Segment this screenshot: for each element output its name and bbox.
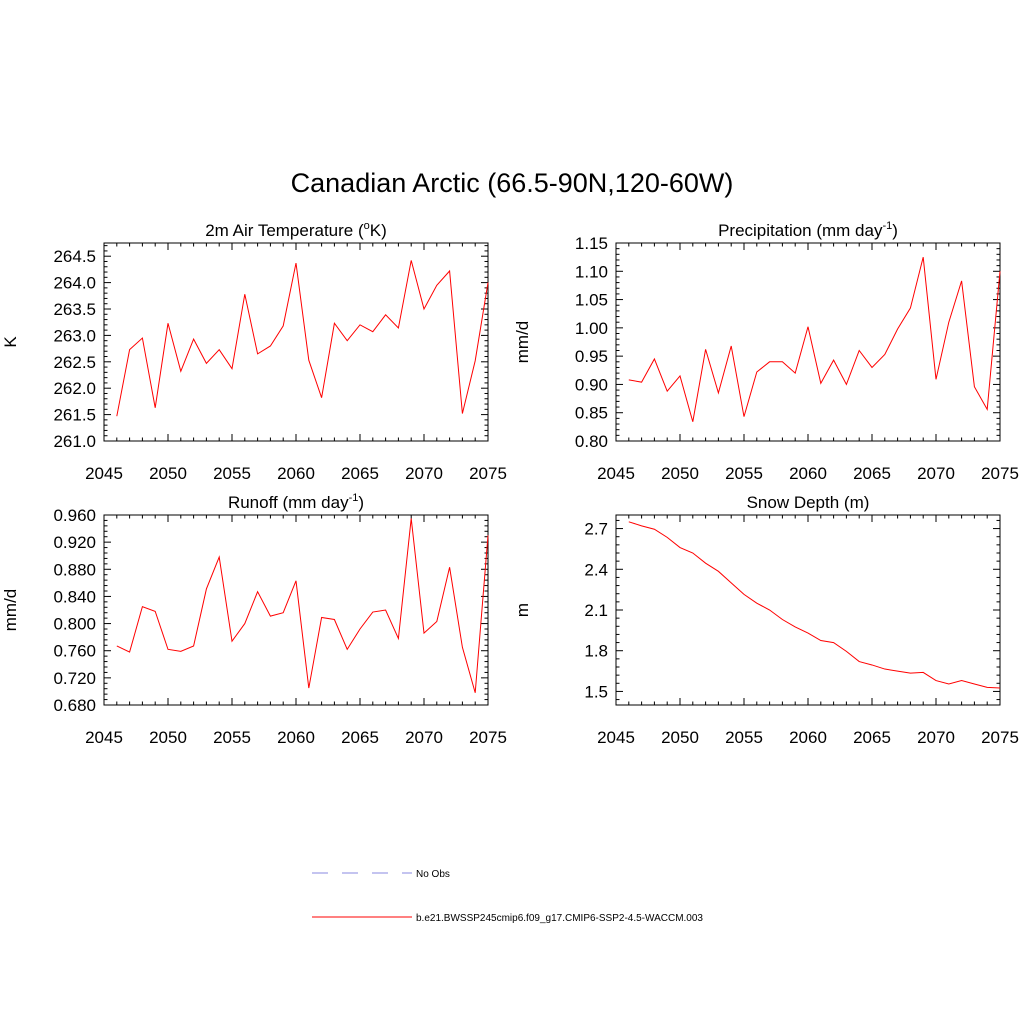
chart-panel-3: 2045 2050 2055 2060 2065 2070 2075 1.5 1.8 2.1 2.4…	[513, 493, 1019, 747]
panel-title-main: Snow Depth (m)	[747, 493, 870, 512]
chart-panel-2: 2045 2050 2055 2060 2065 2070 2075 0.680 0.720 0.…	[1, 492, 507, 747]
y-tick-label: 263.0	[53, 326, 96, 345]
x-tick-label: 2060	[789, 728, 827, 747]
y-tick-label: 262.5	[53, 353, 96, 372]
y-tick-label: 263.5	[53, 300, 96, 319]
plot-frame	[103, 242, 489, 442]
x-tick-label: 2060	[789, 464, 827, 483]
y-tick-label: 0.720	[53, 669, 96, 688]
x-tick-label: 2055	[213, 464, 251, 483]
x-tick-label: 2045	[597, 728, 635, 747]
y-tick-label: 1.10	[575, 262, 608, 281]
y-tick-label: 0.800	[53, 615, 96, 634]
y-tick-label: 1.05	[575, 291, 608, 310]
panel-title: 2m Air Temperature (oK)	[205, 220, 387, 240]
y-tick-label: 0.85	[575, 404, 608, 423]
y-tick-label: 2.1	[584, 601, 608, 620]
plot-frame	[615, 514, 1001, 706]
y-tick-label: 2.7	[584, 520, 608, 539]
y-tick-label: 0.90	[575, 375, 608, 394]
y-tick-label: 0.920	[53, 533, 96, 552]
x-tick-label: 2065	[341, 464, 379, 483]
series-line	[628, 257, 1001, 422]
chart-panel-1: 2045 2050 2055 2060 2065 2070 2075 0.80 0.85 0.90…	[513, 220, 1019, 483]
y-tick-label: 1.8	[584, 642, 608, 661]
x-tick-label: 2060	[277, 728, 315, 747]
x-tick-label: 2055	[725, 728, 763, 747]
series-line	[116, 260, 489, 417]
y-tick-label: 0.960	[53, 506, 96, 525]
x-tick-label: 2065	[341, 728, 379, 747]
x-tick-label: 2070	[405, 728, 443, 747]
x-tick-label: 2075	[469, 464, 507, 483]
y-tick-label: 0.80	[575, 432, 608, 451]
plot-frame	[103, 514, 489, 706]
y-tick-label: 0.880	[53, 560, 96, 579]
y-tick-label: 0.95	[575, 347, 608, 366]
x-tick-label: 2060	[277, 464, 315, 483]
y-axis-label: m	[513, 603, 532, 617]
y-tick-label: 264.5	[53, 247, 96, 266]
legend: No Obs b.e21.BWSSP245cmip6.f09_g17.CMIP6…	[312, 869, 703, 924]
y-tick-label: 0.840	[53, 587, 96, 606]
x-tick-label: 2045	[597, 464, 635, 483]
x-tick-label: 2050	[661, 728, 699, 747]
y-axis-label: K	[1, 336, 20, 348]
x-tick-label: 2045	[85, 464, 123, 483]
series-line	[628, 521, 1001, 689]
x-tick-label: 2055	[725, 464, 763, 483]
panel-title-main: 2m Air Temperature (	[205, 221, 364, 240]
legend-label-model: b.e21.BWSSP245cmip6.f09_g17.CMIP6-SSP2-4…	[416, 913, 703, 924]
x-tick-label: 2050	[149, 728, 187, 747]
y-tick-label: 0.760	[53, 642, 96, 661]
panel-title: Precipitation (mm day-1)	[718, 220, 898, 240]
y-tick-label: 1.15	[575, 234, 608, 253]
panel-title-superscript: o	[364, 220, 370, 232]
y-tick-label: 262.0	[53, 379, 96, 398]
series-line	[116, 518, 489, 693]
y-tick-label: 261.5	[53, 406, 96, 425]
panel-title: Snow Depth (m)	[747, 493, 870, 512]
x-tick-label: 2065	[853, 464, 891, 483]
y-tick-label: 2.4	[584, 560, 608, 579]
y-tick-label: 261.0	[53, 432, 96, 451]
x-tick-label: 2050	[149, 464, 187, 483]
y-axis-label: mm/d	[1, 589, 20, 632]
x-tick-label: 2065	[853, 728, 891, 747]
y-tick-label: 1.5	[584, 682, 608, 701]
panel-title: Runoff (mm day-1)	[228, 492, 364, 512]
x-tick-label: 2050	[661, 464, 699, 483]
panel-title-main: Precipitation (mm day	[718, 221, 883, 240]
panel-title-superscript: -1	[349, 492, 359, 504]
panel-title-main: Runoff (mm day	[228, 493, 349, 512]
x-tick-label: 2075	[469, 728, 507, 747]
y-tick-label: 0.680	[53, 696, 96, 715]
x-tick-label: 2070	[405, 464, 443, 483]
x-tick-label: 2045	[85, 728, 123, 747]
plot-frame	[615, 242, 1001, 442]
y-tick-label: 264.0	[53, 274, 96, 293]
x-tick-label: 2075	[981, 464, 1019, 483]
figure-title: Canadian Arctic (66.5-90N,120-60W)	[290, 168, 734, 198]
chart-panel-0: 2045 2050 2055 2060 2065 2070 2075 261.0 261.5 26…	[1, 220, 507, 483]
y-tick-label: 1.00	[575, 319, 608, 338]
panel-title-tail: K)	[370, 221, 387, 240]
y-axis-label: mm/d	[513, 321, 532, 364]
x-tick-label: 2055	[213, 728, 251, 747]
panel-title-tail: )	[358, 493, 364, 512]
panel-title-tail: )	[892, 221, 898, 240]
chart-panels: 2045 2050 2055 2060 2065 2070 2075 261.0 261.5 26…	[1, 220, 1019, 747]
x-tick-label: 2070	[917, 464, 955, 483]
legend-label-no-obs: No Obs	[416, 869, 450, 880]
x-tick-label: 2070	[917, 728, 955, 747]
panel-title-superscript: -1	[882, 220, 892, 232]
x-tick-label: 2075	[981, 728, 1019, 747]
